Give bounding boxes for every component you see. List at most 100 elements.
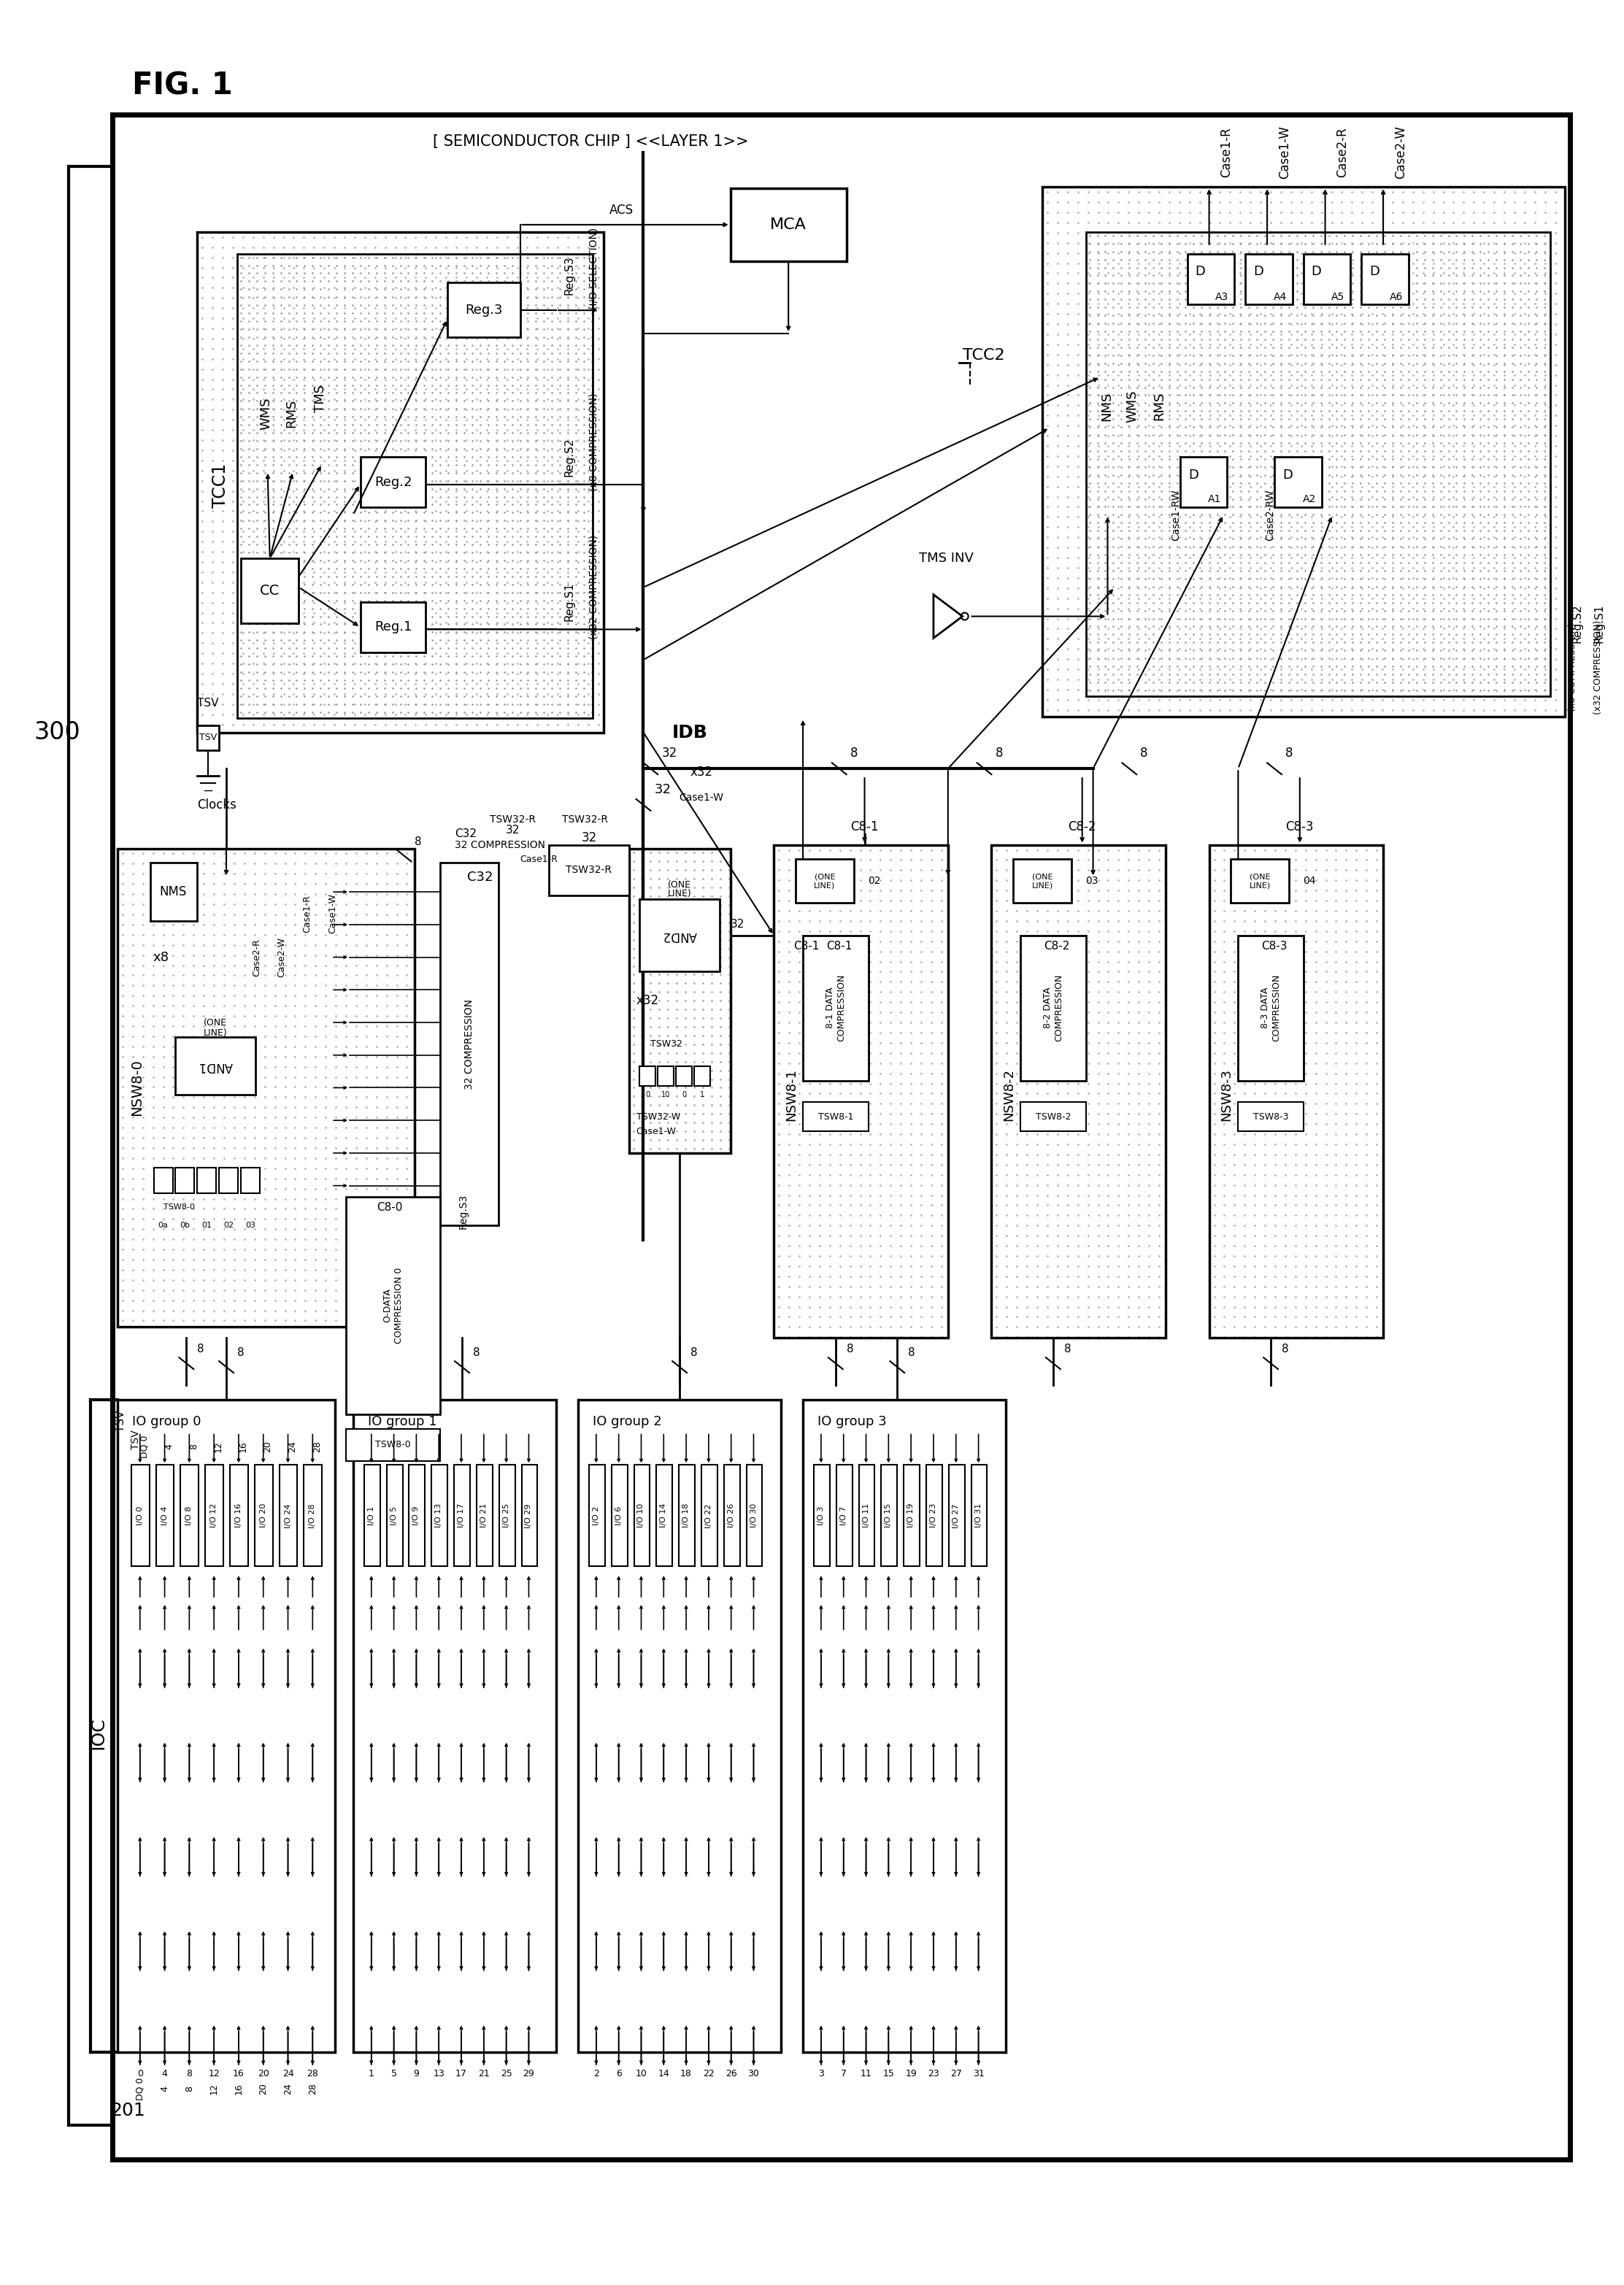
Bar xyxy=(747,1465,762,1568)
Text: 03: 03 xyxy=(1085,875,1098,887)
Bar xyxy=(796,859,854,903)
Text: TSW32-R: TSW32-R xyxy=(567,866,612,875)
Text: 4: 4 xyxy=(162,2070,167,2079)
Text: C8-3: C8-3 xyxy=(1262,941,1288,953)
Bar xyxy=(304,1465,322,1568)
Text: 8-3 DATA
COMPRESSION: 8-3 DATA COMPRESSION xyxy=(1260,973,1281,1042)
Text: I/O 19: I/O 19 xyxy=(908,1504,914,1529)
Text: RMS: RMS xyxy=(284,400,299,427)
Text: 16: 16 xyxy=(232,2070,244,2079)
Text: 16: 16 xyxy=(234,2084,244,2095)
Bar xyxy=(731,187,846,260)
Text: TSW32-W: TSW32-W xyxy=(637,1113,680,1122)
Bar xyxy=(836,1465,853,1568)
Text: 8: 8 xyxy=(1285,747,1293,761)
Text: 25: 25 xyxy=(500,2070,512,2079)
Text: 03: 03 xyxy=(245,1222,255,1229)
Text: D: D xyxy=(1369,265,1379,279)
Text: Reg.3: Reg.3 xyxy=(464,304,502,318)
Bar xyxy=(814,1465,830,1568)
Text: C8-3: C8-3 xyxy=(1286,820,1314,834)
Bar xyxy=(175,1168,195,1193)
Text: TSW8-2: TSW8-2 xyxy=(1036,1113,1070,1122)
Text: TSV: TSV xyxy=(130,1430,141,1449)
Text: A4: A4 xyxy=(1273,292,1286,302)
Text: I/O 16: I/O 16 xyxy=(235,1504,242,1529)
Text: Reg.S1: Reg.S1 xyxy=(564,583,575,622)
Text: Case2-W: Case2-W xyxy=(1393,126,1408,178)
Bar xyxy=(1246,254,1293,304)
Text: A5: A5 xyxy=(1332,292,1345,302)
Text: I/O 10: I/O 10 xyxy=(638,1504,645,1529)
Bar xyxy=(346,1197,440,1414)
Text: TSW8-0: TSW8-0 xyxy=(375,1440,411,1449)
Text: I/O 9: I/O 9 xyxy=(412,1506,421,1526)
Text: 2: 2 xyxy=(593,2070,599,2079)
Bar xyxy=(1275,457,1322,507)
Text: IDB: IDB xyxy=(672,724,708,740)
Text: 19: 19 xyxy=(905,2070,918,2079)
Text: 0a: 0a xyxy=(158,1222,169,1229)
Text: 20: 20 xyxy=(258,2070,270,2079)
Text: I/O 12: I/O 12 xyxy=(211,1504,218,1529)
Text: NSW8-0: NSW8-0 xyxy=(130,1060,143,1115)
Text: 5: 5 xyxy=(391,2070,396,2079)
Bar xyxy=(361,601,425,654)
Text: x32: x32 xyxy=(690,765,713,779)
Text: 23: 23 xyxy=(927,2070,939,2079)
Text: A3: A3 xyxy=(1215,292,1229,302)
Bar xyxy=(1043,187,1564,717)
Text: D: D xyxy=(1283,468,1293,482)
Text: 24: 24 xyxy=(283,2070,294,2079)
Text: TMS INV: TMS INV xyxy=(919,551,974,564)
Text: Case1-RW: Case1-RW xyxy=(1171,489,1181,542)
Bar xyxy=(205,1465,224,1568)
Bar xyxy=(180,1465,198,1568)
Text: I/O 6: I/O 6 xyxy=(615,1506,622,1524)
Bar xyxy=(802,1101,869,1131)
Text: 01: 01 xyxy=(201,1222,211,1229)
Text: 8: 8 xyxy=(1064,1344,1072,1355)
Text: NSW8-1: NSW8-1 xyxy=(784,1069,797,1122)
Text: 8: 8 xyxy=(473,1348,481,1357)
Bar xyxy=(1013,859,1072,903)
Text: Case2-R: Case2-R xyxy=(252,939,261,976)
Text: 28: 28 xyxy=(307,2070,318,2079)
Text: (ONE
LINE): (ONE LINE) xyxy=(1031,873,1052,889)
Text: 32 COMPRESSION: 32 COMPRESSION xyxy=(455,839,546,850)
Text: 3: 3 xyxy=(818,2070,823,2079)
Text: I/O 15: I/O 15 xyxy=(885,1504,892,1529)
Bar xyxy=(154,1168,172,1193)
Bar xyxy=(240,1168,260,1193)
Text: 12: 12 xyxy=(208,2070,219,2079)
Text: C8-1: C8-1 xyxy=(851,820,879,834)
Text: TSW32-R: TSW32-R xyxy=(562,813,609,825)
Bar xyxy=(364,1465,380,1568)
Text: 9: 9 xyxy=(414,2070,419,2079)
Text: I/O 14: I/O 14 xyxy=(659,1504,667,1529)
Text: Reg.S1: Reg.S1 xyxy=(1593,603,1605,642)
Text: 8-1 DATA
COMPRESSION: 8-1 DATA COMPRESSION xyxy=(825,973,846,1042)
Bar xyxy=(521,1465,538,1568)
Text: Reg.2: Reg.2 xyxy=(374,475,412,489)
Text: 04: 04 xyxy=(1302,875,1315,887)
Bar xyxy=(279,1465,297,1568)
Text: 300: 300 xyxy=(34,720,81,745)
Bar xyxy=(676,1067,692,1085)
Text: NMS: NMS xyxy=(159,884,187,898)
Text: NSW8-2: NSW8-2 xyxy=(1002,1069,1015,1122)
Text: 18: 18 xyxy=(680,2070,692,2079)
Text: I/O 18: I/O 18 xyxy=(682,1504,690,1529)
Text: D: D xyxy=(1312,265,1322,279)
Bar xyxy=(156,1465,174,1568)
Text: 6: 6 xyxy=(615,2070,622,2079)
Bar xyxy=(992,845,1166,1339)
Text: 7: 7 xyxy=(841,2070,846,2079)
Text: 24: 24 xyxy=(287,1442,297,1453)
Text: A1: A1 xyxy=(1208,494,1221,505)
Bar xyxy=(640,900,719,971)
Text: NSW8-3: NSW8-3 xyxy=(1220,1069,1233,1122)
Bar xyxy=(409,1465,425,1568)
Bar xyxy=(149,864,197,921)
Bar xyxy=(1187,254,1234,304)
